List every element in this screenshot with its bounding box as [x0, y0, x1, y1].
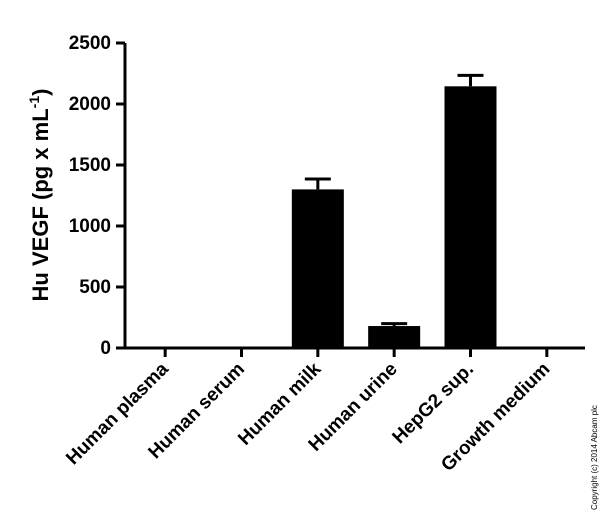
- bar: [444, 86, 497, 348]
- y-label-suffix: ): [28, 89, 53, 96]
- y-tick-label: 2000: [69, 94, 111, 115]
- bar: [291, 189, 344, 348]
- y-label-text: Hu VEGF (pg x mL: [28, 108, 53, 301]
- error-bar: [304, 177, 331, 190]
- y-tick-label: 1000: [69, 216, 111, 237]
- y-tick-label: 1500: [69, 155, 111, 176]
- bar: [368, 326, 421, 348]
- y-tick-label: 2500: [69, 33, 111, 54]
- y-tick-label: 0: [100, 338, 111, 359]
- y-label-superscript: -1: [26, 96, 42, 109]
- y-axis-label: Hu VEGF (pg x mL-1): [26, 89, 53, 302]
- error-bar: [381, 322, 408, 327]
- y-tick-label: 500: [79, 277, 111, 298]
- error-bar: [457, 73, 484, 87]
- copyright: Copyright (c) 2014 Abcam plc: [590, 405, 599, 510]
